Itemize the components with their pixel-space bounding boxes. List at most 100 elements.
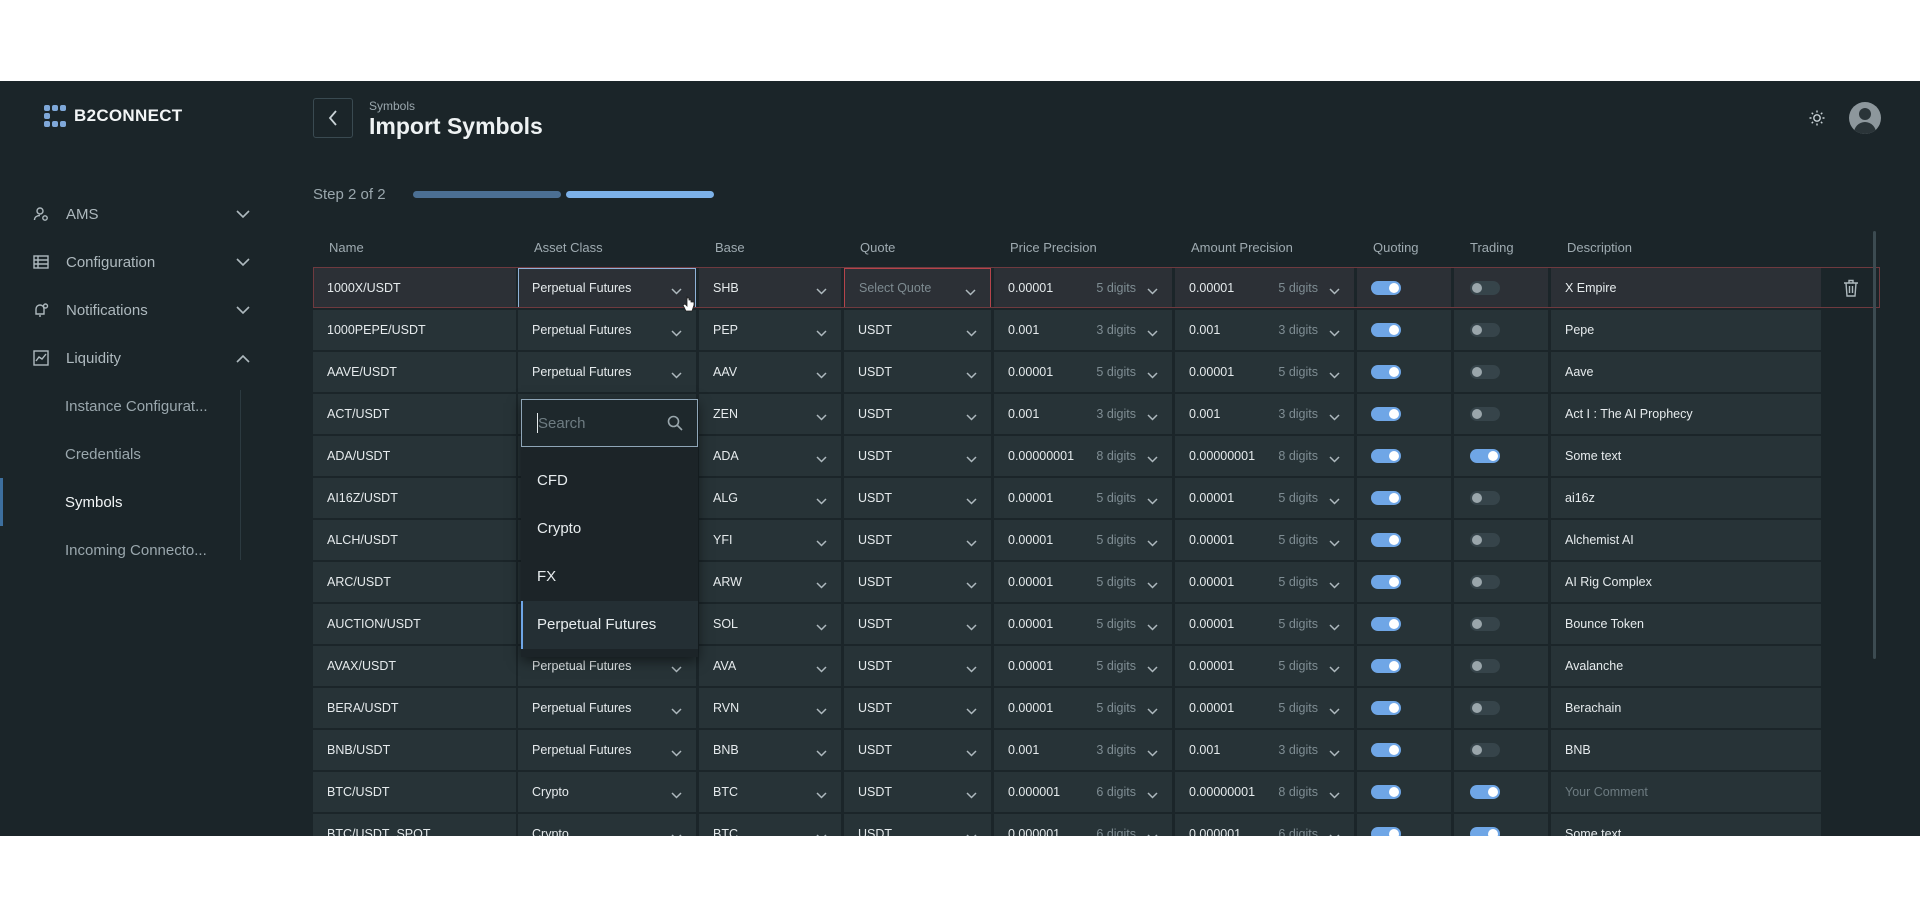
brand[interactable]: B2CONNECT [44, 105, 183, 127]
sidebar-item-ams[interactable]: AMS [0, 190, 270, 238]
base-select[interactable]: YFI [699, 520, 841, 560]
price-precision-select[interactable]: 0.00001 5 digits [994, 478, 1172, 518]
quote-select[interactable]: USDT [844, 688, 991, 728]
quoting-toggle[interactable] [1371, 449, 1401, 463]
table-scrollbar[interactable] [1873, 231, 1876, 659]
avatar[interactable] [1849, 102, 1881, 134]
price-precision-select[interactable]: 0.000001 6 digits [994, 772, 1172, 812]
amount-precision-select[interactable]: 0.00001 5 digits [1175, 604, 1354, 644]
trading-toggle[interactable] [1470, 827, 1500, 836]
base-select[interactable]: RVN [699, 688, 841, 728]
amount-precision-select[interactable]: 0.00001 5 digits [1175, 520, 1354, 560]
quote-select[interactable]: USDT [844, 604, 991, 644]
quote-select[interactable]: USDT [844, 478, 991, 518]
sidebar-item-liquidity[interactable]: Liquidity [0, 334, 270, 382]
asset-class-select[interactable]: Perpetual Futures [518, 310, 696, 350]
sidebar-item-notifications[interactable]: Notifications [0, 286, 270, 334]
quote-select[interactable]: USDT [844, 394, 991, 434]
trading-toggle[interactable] [1470, 743, 1500, 757]
base-select[interactable]: SHB [699, 268, 841, 308]
trading-toggle[interactable] [1470, 323, 1500, 337]
base-select[interactable]: BNB [699, 730, 841, 770]
amount-precision-select[interactable]: 0.00001 5 digits [1175, 352, 1354, 392]
sidebar-subitem-symbols[interactable]: Symbols [0, 478, 215, 526]
amount-precision-select[interactable]: 0.000001 6 digits [1175, 814, 1354, 836]
description-input[interactable]: Avalanche [1551, 646, 1821, 686]
sidebar-subitem-credentials[interactable]: Credentials [65, 445, 141, 463]
price-precision-select[interactable]: 0.00001 5 digits [994, 688, 1172, 728]
quoting-toggle[interactable] [1371, 575, 1401, 589]
asset-class-select[interactable]: Crypto [518, 814, 696, 836]
amount-precision-select[interactable]: 0.001 3 digits [1175, 730, 1354, 770]
breadcrumb[interactable]: Symbols [369, 99, 416, 113]
quoting-toggle[interactable] [1371, 659, 1401, 673]
dropdown-option-crypto[interactable]: Crypto [537, 520, 582, 537]
description-input[interactable]: BNB [1551, 730, 1821, 770]
quoting-toggle[interactable] [1371, 323, 1401, 337]
price-precision-select[interactable]: 0.00001 5 digits [994, 562, 1172, 602]
price-precision-select[interactable]: 0.00001 5 digits [994, 520, 1172, 560]
base-select[interactable]: BTC [699, 814, 841, 836]
sidebar-item-configuration[interactable]: Configuration [0, 238, 270, 286]
trading-toggle[interactable] [1470, 575, 1500, 589]
base-select[interactable]: BTC [699, 772, 841, 812]
quote-select[interactable]: USDT [844, 352, 991, 392]
amount-precision-select[interactable]: 0.00001 5 digits [1175, 688, 1354, 728]
dropdown-option-cfd[interactable]: CFD [537, 472, 568, 489]
amount-precision-select[interactable]: 0.00000001 8 digits [1175, 436, 1354, 476]
quote-select[interactable]: USDT [844, 814, 991, 836]
asset-class-select[interactable]: Perpetual Futures [518, 268, 696, 308]
amount-precision-select[interactable]: 0.00001 5 digits [1175, 268, 1354, 308]
amount-precision-select[interactable]: 0.001 3 digits [1175, 394, 1354, 434]
price-precision-select[interactable]: 0.00001 5 digits [994, 352, 1172, 392]
description-input[interactable]: Aave [1551, 352, 1821, 392]
trading-toggle[interactable] [1470, 659, 1500, 673]
price-precision-select[interactable]: 0.000001 6 digits [994, 814, 1172, 836]
trading-toggle[interactable] [1470, 533, 1500, 547]
base-select[interactable]: ADA [699, 436, 841, 476]
quoting-toggle[interactable] [1371, 407, 1401, 421]
base-select[interactable]: AAV [699, 352, 841, 392]
quote-select[interactable]: USDT [844, 772, 991, 812]
quote-select[interactable]: USDT [844, 310, 991, 350]
quote-select[interactable]: USDT [844, 520, 991, 560]
base-select[interactable]: ALG [699, 478, 841, 518]
description-input[interactable]: ai16z [1551, 478, 1821, 518]
amount-precision-select[interactable]: 0.001 3 digits [1175, 310, 1354, 350]
trading-toggle[interactable] [1470, 281, 1500, 295]
quoting-toggle[interactable] [1371, 533, 1401, 547]
price-precision-select[interactable]: 0.001 3 digits [994, 394, 1172, 434]
amount-precision-select[interactable]: 0.00001 5 digits [1175, 646, 1354, 686]
quoting-toggle[interactable] [1371, 701, 1401, 715]
dropdown-option-fx[interactable]: FX [537, 568, 557, 585]
base-select[interactable]: SOL [699, 604, 841, 644]
description-input[interactable]: Berachain [1551, 688, 1821, 728]
trading-toggle[interactable] [1470, 701, 1500, 715]
theme-toggle-button[interactable] [1806, 107, 1828, 129]
asset-class-select[interactable]: Perpetual Futures [518, 688, 696, 728]
description-input[interactable]: Some text [1551, 814, 1821, 836]
quote-select[interactable]: USDT [844, 436, 991, 476]
quoting-toggle[interactable] [1371, 785, 1401, 799]
amount-precision-select[interactable]: 0.00000001 8 digits [1175, 772, 1354, 812]
price-precision-select[interactable]: 0.00000001 8 digits [994, 436, 1172, 476]
quote-select[interactable]: USDT [844, 730, 991, 770]
trading-toggle[interactable] [1470, 407, 1500, 421]
quoting-toggle[interactable] [1371, 617, 1401, 631]
description-input[interactable]: Your Comment [1551, 772, 1821, 812]
base-select[interactable]: ARW [699, 562, 841, 602]
base-select[interactable]: AVA [699, 646, 841, 686]
delete-row-icon[interactable] [1843, 279, 1859, 302]
asset-class-select[interactable]: Crypto [518, 772, 696, 812]
quote-select[interactable]: USDT [844, 646, 991, 686]
quoting-toggle[interactable] [1371, 491, 1401, 505]
trading-toggle[interactable] [1470, 491, 1500, 505]
description-input[interactable]: Pepe [1551, 310, 1821, 350]
sidebar-subitem-instance-configuration[interactable]: Instance Configurat... [65, 397, 208, 415]
dropdown-search-input[interactable]: Search [521, 399, 698, 447]
quoting-toggle[interactable] [1371, 281, 1401, 295]
asset-class-select[interactable]: Perpetual Futures [518, 352, 696, 392]
trading-toggle[interactable] [1470, 449, 1500, 463]
price-precision-select[interactable]: 0.00001 5 digits [994, 604, 1172, 644]
quoting-toggle[interactable] [1371, 743, 1401, 757]
